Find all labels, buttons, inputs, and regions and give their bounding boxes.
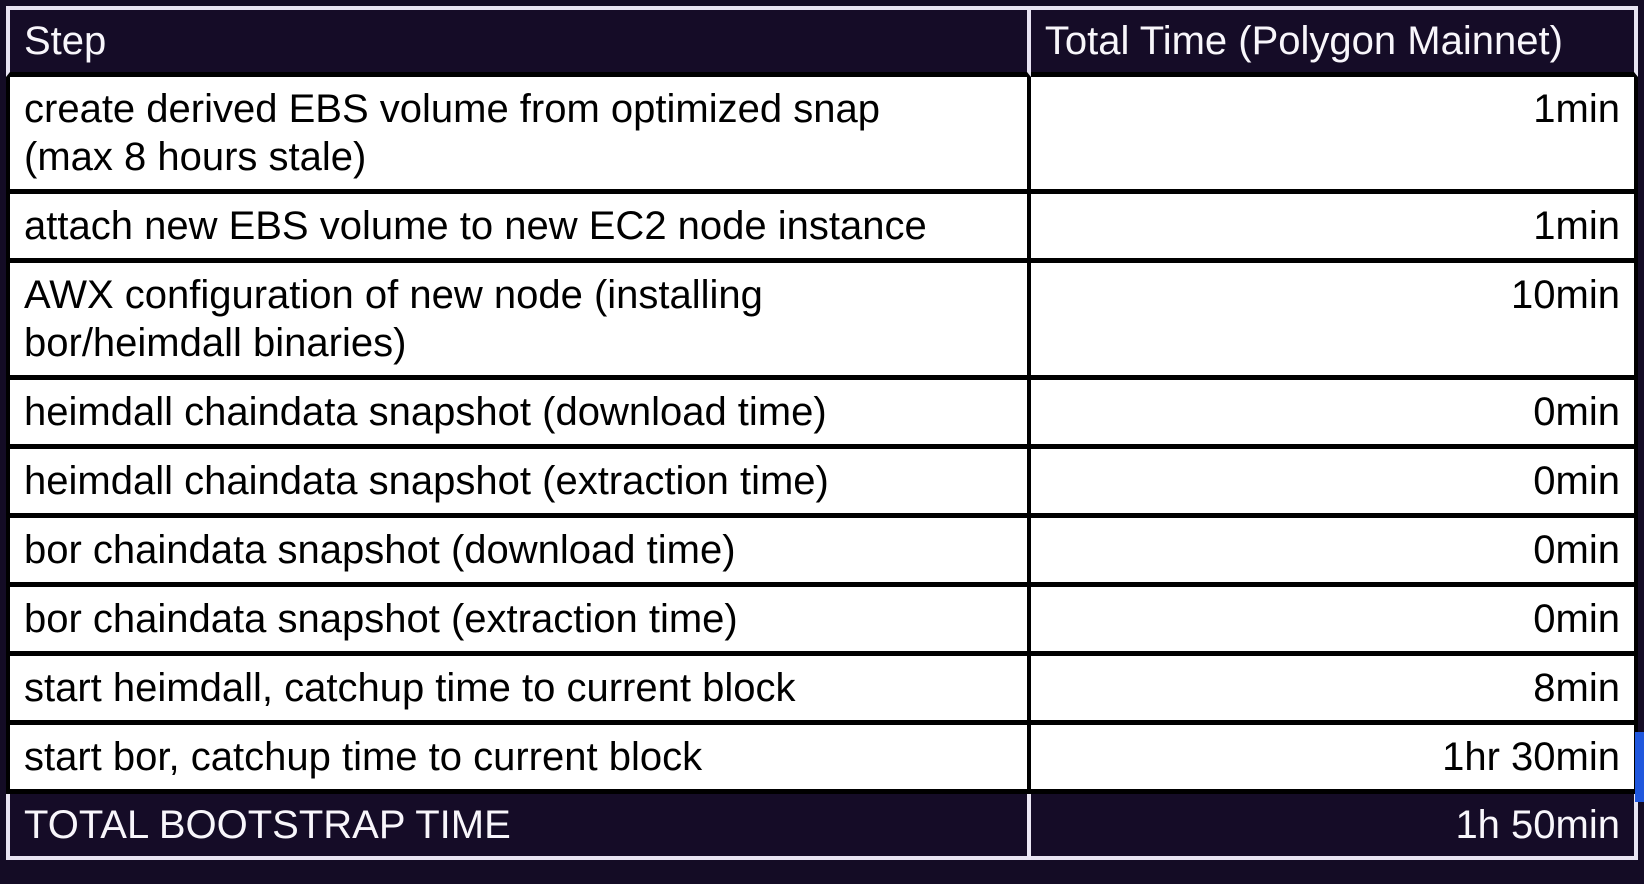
- table-row: start heimdall, catchup time to current …: [6, 656, 1638, 725]
- step-cell[interactable]: start heimdall, catchup time to current …: [6, 656, 1031, 725]
- step-cell[interactable]: heimdall chaindata snapshot (extraction …: [6, 449, 1031, 518]
- step-cell[interactable]: bor chaindata snapshot (extraction time): [6, 587, 1031, 656]
- time-cell[interactable]: 8min: [1030, 656, 1638, 725]
- step-cell[interactable]: create derived EBS volume from optimized…: [6, 77, 1031, 194]
- table-row: bor chaindata snapshot (extraction time)…: [6, 587, 1638, 656]
- total-time-cell[interactable]: 1h 50min: [1030, 794, 1638, 860]
- total-label-cell[interactable]: TOTAL BOOTSTRAP TIME: [6, 794, 1031, 860]
- table-row: start bor, catchup time to current block…: [6, 725, 1638, 794]
- total-row: TOTAL BOOTSTRAP TIME 1h 50min: [6, 794, 1638, 860]
- table-row: attach new EBS volume to new EC2 node in…: [6, 194, 1638, 263]
- table-row: bor chaindata snapshot (download time) 0m…: [6, 518, 1638, 587]
- time-cell[interactable]: 0min: [1030, 449, 1638, 518]
- table-row: create derived EBS volume from optimized…: [6, 77, 1638, 194]
- table-row: heimdall chaindata snapshot (extraction …: [6, 449, 1638, 518]
- time-cell[interactable]: 1min: [1030, 194, 1638, 263]
- time-cell[interactable]: 0min: [1030, 518, 1638, 587]
- selection-highlight-bar: [1635, 732, 1644, 802]
- step-cell[interactable]: start bor, catchup time to current block: [6, 725, 1031, 794]
- table-header-row: Step Total Time (Polygon Mainnet): [6, 6, 1638, 77]
- table-row: AWX configuration of new node (installin…: [6, 263, 1638, 380]
- step-cell[interactable]: bor chaindata snapshot (download time): [6, 518, 1031, 587]
- time-cell[interactable]: 1hr 30min: [1030, 725, 1638, 794]
- table-row: heimdall chaindata snapshot (download ti…: [6, 380, 1638, 449]
- step-cell[interactable]: attach new EBS volume to new EC2 node in…: [6, 194, 1031, 263]
- column-header-total-time[interactable]: Total Time (Polygon Mainnet): [1030, 6, 1638, 77]
- time-cell[interactable]: 1min: [1030, 77, 1638, 194]
- bootstrap-time-table: Step Total Time (Polygon Mainnet) create…: [6, 6, 1638, 860]
- step-cell[interactable]: AWX configuration of new node (installin…: [6, 263, 1031, 380]
- column-header-step[interactable]: Step: [6, 6, 1031, 77]
- time-cell[interactable]: 0min: [1030, 587, 1638, 656]
- time-cell[interactable]: 0min: [1030, 380, 1638, 449]
- step-cell[interactable]: heimdall chaindata snapshot (download ti…: [6, 380, 1031, 449]
- time-cell[interactable]: 10min: [1030, 263, 1638, 380]
